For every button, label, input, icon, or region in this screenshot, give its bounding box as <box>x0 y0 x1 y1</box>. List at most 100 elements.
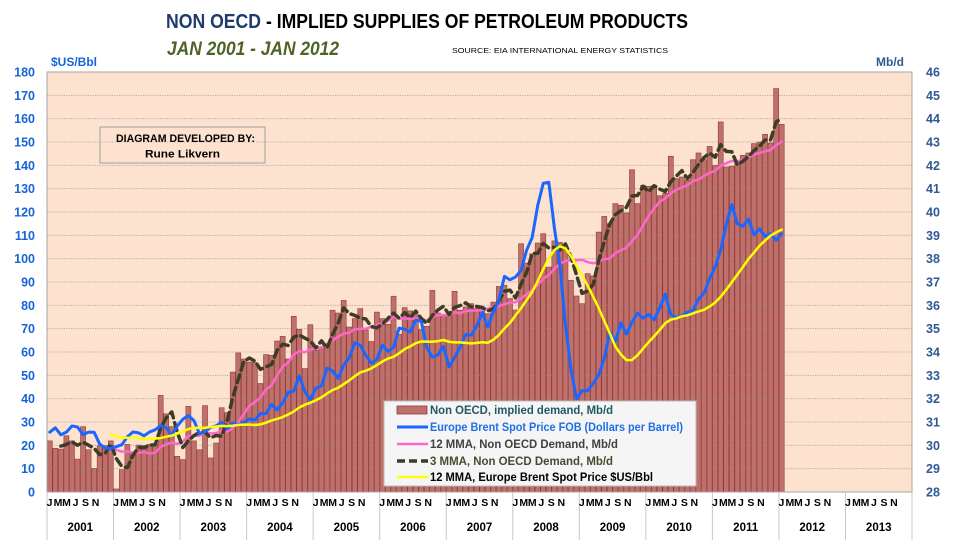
x-month-tick-label: M <box>386 497 395 509</box>
chart-header: NON OECD - IMPLIED SUPPLIES OF PETROLEUM… <box>51 11 904 69</box>
x-month-tick-label: N <box>824 497 832 509</box>
y-left-tick-label: 90 <box>21 276 35 290</box>
y-left-tick-label: 80 <box>21 299 35 313</box>
x-month-tick-label: J <box>871 497 877 509</box>
x-month-tick-label: M <box>786 497 795 509</box>
y-left-tick-label: 120 <box>14 206 35 220</box>
bar <box>773 88 779 493</box>
bar <box>196 449 203 493</box>
x-month-tick-label: J <box>339 497 345 509</box>
x-month-tick-label: M <box>528 497 537 509</box>
x-month-tick-label: M <box>594 497 603 509</box>
bar <box>268 354 275 493</box>
chart-title: - IMPLIED SUPPLIES OF PETROLEUM PRODUCTS <box>266 11 688 33</box>
bar <box>119 469 125 493</box>
y-right-tick-label: 29 <box>926 462 940 476</box>
x-month-tick-label: S <box>149 497 156 509</box>
x-month-tick-label: M <box>661 497 670 509</box>
x-year-label: 2004 <box>267 522 293 534</box>
bar <box>340 300 347 493</box>
x-month-tick-label: M <box>861 497 870 509</box>
x-month-tick-label: S <box>415 497 422 509</box>
bar <box>374 311 380 493</box>
legend-swatch-bar <box>396 405 428 415</box>
x-month-tick-label: J <box>671 497 677 509</box>
bar <box>213 442 219 493</box>
x-month-tick-label: N <box>691 497 699 509</box>
y-left-tick-label: 140 <box>14 159 35 173</box>
x-month-tick-label: M <box>328 497 337 509</box>
y-left-tick-label: 150 <box>14 136 35 150</box>
x-month-tick-label: J <box>405 497 411 509</box>
bar <box>146 444 153 493</box>
bar <box>174 455 181 493</box>
bar <box>751 143 757 493</box>
legend-box <box>383 400 697 487</box>
bar <box>69 440 75 493</box>
x-month-tick-label: M <box>852 497 861 509</box>
x-month-tick-label: J <box>206 497 212 509</box>
x-month-tick-label: J <box>472 497 478 509</box>
x-year-label: 2011 <box>733 522 759 534</box>
legend-label: 3 MMA, Non OECD Demand, Mb/d <box>430 456 613 468</box>
bar <box>717 121 724 493</box>
x-month-tick-label: M <box>54 497 63 509</box>
x-month-tick-label: M <box>395 497 404 509</box>
chart-title-highlight: NON OECD <box>166 11 261 33</box>
x-month-tick-label: N <box>358 497 366 509</box>
y-right-tick-label: 36 <box>926 299 940 313</box>
x-month-tick-label: M <box>187 497 196 509</box>
x-month-tick-label: N <box>158 497 166 509</box>
x-month-tick-label: S <box>880 497 887 509</box>
x-month-tick-label: N <box>624 497 632 509</box>
bar <box>85 449 92 493</box>
x-month-tick-label: J <box>73 497 79 509</box>
x-year-label: 2003 <box>201 522 227 534</box>
y-left-tick-label: 0 <box>28 486 35 500</box>
y-right-axis-title: Mb/d <box>876 55 904 69</box>
bar <box>335 312 341 493</box>
bar <box>202 405 208 493</box>
x-month-tick-label: S <box>481 497 488 509</box>
x-month-tick-label: S <box>348 497 355 509</box>
y-right-tick-label: 38 <box>926 252 940 266</box>
x-month-tick-label: J <box>113 497 119 509</box>
x-month-tick-label: M <box>453 497 462 509</box>
x-year-label: 2012 <box>799 522 825 534</box>
x-month-tick-label: J <box>139 497 145 509</box>
bar <box>296 329 303 493</box>
y-right-tick-label: 37 <box>926 276 940 290</box>
x-month-tick-label: S <box>747 497 754 509</box>
bar <box>745 152 752 493</box>
x-month-tick-label: J <box>579 497 585 509</box>
x-month-tick-label: J <box>446 497 452 509</box>
y-left-tick-label: 70 <box>21 322 35 336</box>
x-month-tick-label: J <box>645 497 651 509</box>
y-right-tick-label: 32 <box>926 392 940 406</box>
x-year-label: 2010 <box>666 522 692 534</box>
y-left-tick-label: 20 <box>21 439 35 453</box>
x-year-label: 2013 <box>866 522 892 534</box>
y-right-tick-label: 40 <box>926 206 940 220</box>
bar <box>218 407 225 493</box>
credit-heading: DIAGRAM DEVELOPED BY: <box>116 133 255 145</box>
y-right-tick-label: 42 <box>926 159 940 173</box>
x-month-tick-label: J <box>379 497 385 509</box>
y-right-tick-label: 41 <box>926 182 940 196</box>
axes: 0 10 20 30 40 50 60 70 80 90 100 110 120 130 140 150 160… <box>14 66 940 540</box>
legend-label: Non OECD, implied demand, Mb/d <box>430 405 613 417</box>
bar <box>185 406 192 493</box>
x-month-tick-label: S <box>814 497 821 509</box>
bar <box>58 448 64 493</box>
x-month-tick-label: N <box>557 497 565 509</box>
credit-author: Rune Likvern <box>145 149 220 161</box>
x-month-tick-label: M <box>519 497 528 509</box>
x-month-tick-label: J <box>804 497 810 509</box>
x-month-tick-label: S <box>282 497 289 509</box>
y-right-tick-label: 46 <box>926 66 940 80</box>
x-month-tick-label: M <box>652 497 661 509</box>
bar <box>701 159 707 493</box>
bar <box>157 395 164 493</box>
bar <box>734 161 741 493</box>
